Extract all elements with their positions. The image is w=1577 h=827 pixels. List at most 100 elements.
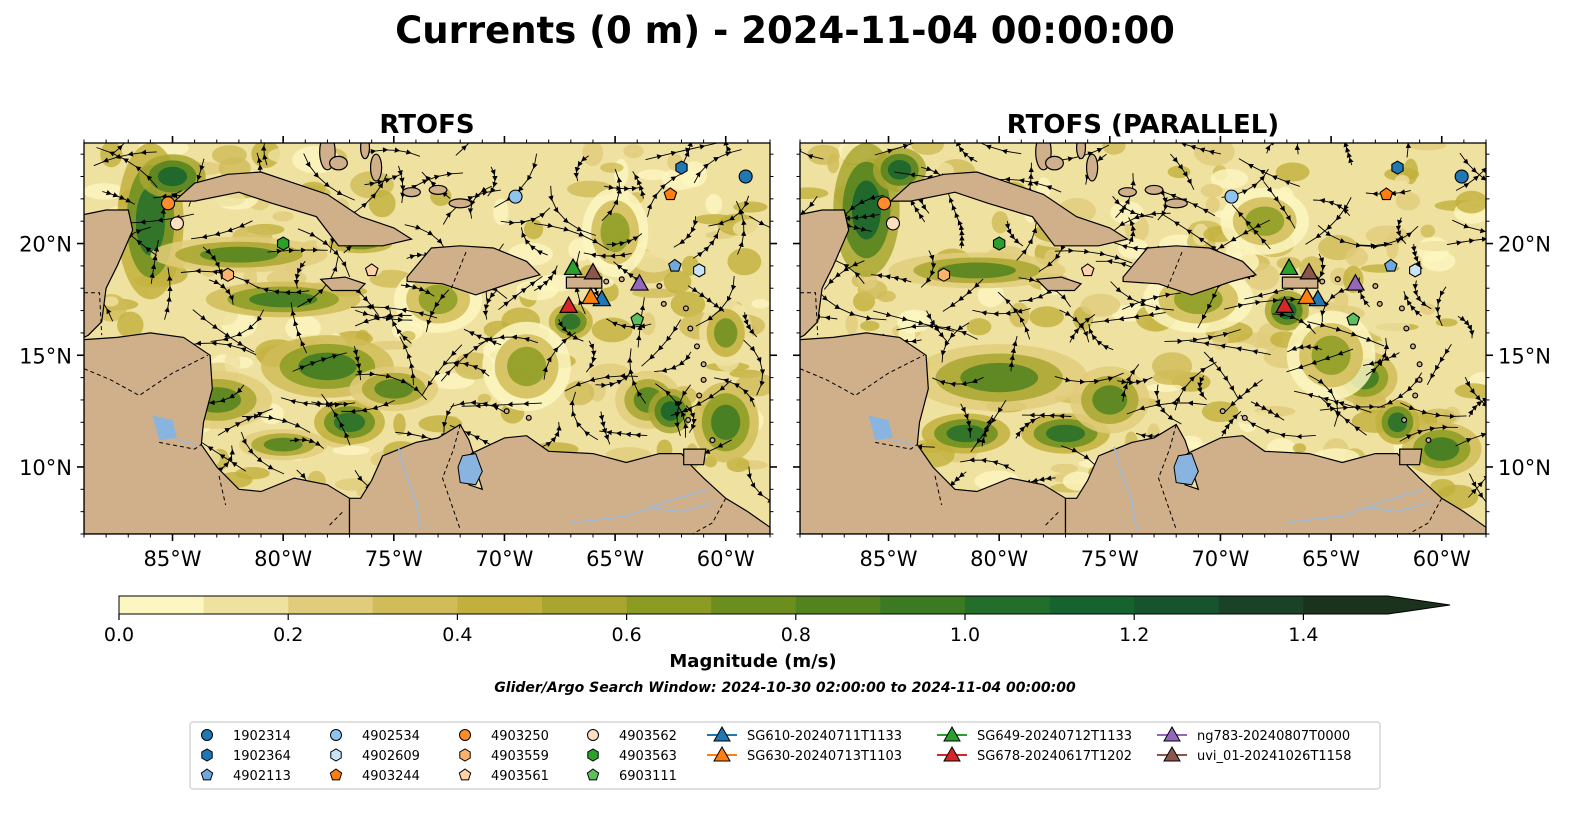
streamline (583, 252, 632, 259)
argo-float-marker (161, 196, 176, 211)
land-bahamas-island (402, 187, 421, 198)
streamline (1015, 416, 1041, 439)
legend-entry-label: 4903559 (491, 749, 549, 764)
streamline (1189, 340, 1271, 356)
streamline (598, 411, 611, 445)
land-bahamas-island (1164, 198, 1188, 209)
magnitude-patch (727, 248, 762, 276)
streamline (920, 250, 937, 288)
streamline (743, 339, 766, 396)
streamline (487, 166, 498, 197)
colorbar-tick-label: 0.6 (611, 624, 641, 646)
streamline (1163, 214, 1225, 257)
argo-float-marker (508, 189, 523, 204)
streamline (942, 278, 984, 312)
streamline (113, 143, 139, 154)
land-small-island (1376, 300, 1383, 307)
streamline (823, 260, 865, 290)
streamline (164, 267, 173, 320)
magnitude-patch (897, 310, 925, 334)
colorbar-tick-label: 0.0 (104, 624, 134, 646)
colorbar-segment (795, 596, 881, 614)
colorbar-segment (965, 596, 1051, 614)
streamline (1238, 158, 1300, 187)
streamline (542, 421, 562, 448)
streamline (1203, 351, 1239, 400)
land-south-america (348, 423, 770, 534)
lon-tick-label: 65°W (586, 547, 644, 571)
magnitude-patch (733, 201, 768, 213)
magnitude-patch (1205, 196, 1220, 213)
glider-marker (583, 262, 603, 280)
lake-nicaragua (152, 415, 177, 441)
float-markers (161, 160, 753, 326)
magnitude-patch (860, 320, 880, 331)
rivers (176, 439, 715, 530)
magnitude-patch (493, 198, 509, 225)
magnitude-patch (1366, 311, 1410, 338)
streamline (1117, 376, 1153, 386)
streamline (1426, 343, 1452, 386)
country-borders (84, 250, 727, 534)
streamline (1221, 410, 1242, 437)
land-small-island (693, 343, 700, 350)
streamline (947, 191, 963, 230)
magnitude-patch (1193, 143, 1235, 166)
streamline (816, 288, 887, 321)
map-axes: 85°W 80°W 75°W 70°W 65°W 60°W 10°N 15°N 20°N (793, 136, 1551, 571)
legend-entry-label: SG678-20240617T1202 (977, 749, 1132, 764)
strong-current-band (561, 313, 581, 330)
land-small-island (603, 278, 610, 285)
border-line (934, 475, 943, 506)
legend-entry-label: 4903561 (491, 769, 549, 784)
magnitude-patch (477, 393, 492, 404)
map-panel-rtofs-parallel: RTOFS (PARALLEL) 85°W 80°W 75°W 70°W 65°W 60°… (793, 110, 1551, 571)
magnitude-patch (392, 250, 414, 260)
magnitude-patch (1386, 232, 1399, 260)
magnitude-patch (632, 288, 679, 299)
streamline (1225, 379, 1263, 412)
magnitude-patch (977, 283, 1004, 308)
legend-marker (943, 745, 961, 762)
magnitude-patch (1029, 306, 1064, 328)
border-line (692, 498, 727, 534)
colorbar-label: Magnitude (m/s) (669, 651, 836, 672)
border-line (800, 292, 819, 336)
streamline (1209, 219, 1271, 255)
streamline (1457, 315, 1475, 339)
river (176, 439, 198, 446)
land-jamaica (319, 276, 367, 292)
magnitude-patch (623, 144, 644, 159)
streamline (1459, 152, 1486, 188)
streamline (482, 290, 497, 320)
magnitude-patch (1421, 251, 1456, 272)
magnitude-patch (640, 312, 656, 336)
legend-marker (587, 729, 599, 741)
magnitude-patch (582, 143, 604, 166)
magnitude-patch (807, 144, 841, 165)
legend-marker (330, 729, 342, 741)
streamline (494, 153, 538, 208)
magnitude-patch (894, 226, 926, 236)
streamline (355, 371, 427, 401)
river (570, 488, 709, 524)
streamline (1399, 424, 1458, 442)
magnitude-patch (1113, 153, 1126, 170)
land-bahamas-island (1076, 143, 1087, 160)
land-bahamas-island (360, 143, 371, 160)
lon-tick-label: 65°W (1302, 547, 1360, 571)
argo-float-marker (1384, 258, 1398, 272)
legend-marker (1163, 725, 1181, 742)
streamline (533, 222, 609, 251)
land-small-island (1372, 282, 1379, 289)
streamline (972, 308, 1031, 317)
magnitude-patch (1212, 330, 1229, 350)
magnitude-patch (591, 317, 633, 343)
border-line (800, 354, 925, 397)
streamline (1363, 352, 1400, 366)
map-plot-area: 85°W 80°W 75°W 70°W 65°W 60°W 10°N 15°N 20°N (19, 136, 777, 571)
strong-current-band (960, 362, 1039, 393)
magnitude-patch (911, 143, 944, 155)
streamline (695, 275, 737, 327)
